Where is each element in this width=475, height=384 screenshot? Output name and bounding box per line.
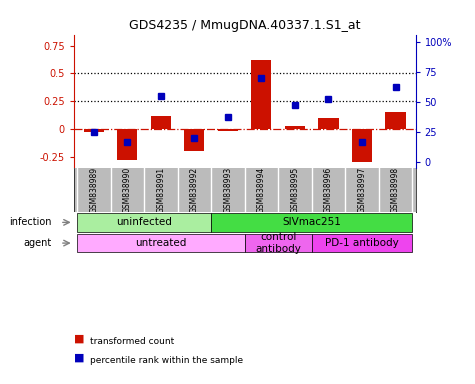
Text: GSM838997: GSM838997: [358, 167, 367, 213]
Bar: [385, 112, 406, 129]
Bar: [352, 129, 372, 162]
Bar: [77, 234, 245, 252]
Text: GSM838991: GSM838991: [156, 167, 165, 213]
Text: transformed count: transformed count: [90, 337, 174, 346]
Text: SIVmac251: SIVmac251: [282, 217, 341, 227]
Bar: [285, 126, 305, 129]
Text: GSM838996: GSM838996: [324, 167, 333, 213]
Text: GSM838990: GSM838990: [123, 167, 132, 213]
Text: GSM838989: GSM838989: [89, 167, 98, 213]
Text: ■: ■: [74, 334, 84, 344]
Text: ■: ■: [74, 353, 84, 363]
Bar: [151, 116, 171, 129]
Text: GSM838995: GSM838995: [290, 167, 299, 213]
Text: control
antibody: control antibody: [255, 232, 301, 254]
Text: GSM838994: GSM838994: [257, 167, 266, 213]
Bar: [251, 60, 271, 129]
Bar: [312, 234, 412, 252]
Bar: [184, 129, 204, 151]
Text: GSM838992: GSM838992: [190, 167, 199, 213]
Text: percentile rank within the sample: percentile rank within the sample: [90, 356, 243, 365]
Text: untreated: untreated: [135, 238, 187, 248]
Text: uninfected: uninfected: [116, 217, 172, 227]
Text: infection: infection: [9, 217, 51, 227]
Bar: [318, 118, 339, 129]
Bar: [117, 129, 137, 160]
Text: GSM838998: GSM838998: [391, 167, 400, 213]
Bar: [77, 213, 211, 232]
Text: GSM838993: GSM838993: [223, 167, 232, 213]
Text: PD-1 antibody: PD-1 antibody: [325, 238, 399, 248]
Bar: [218, 129, 238, 131]
Bar: [84, 129, 104, 132]
Bar: [245, 234, 312, 252]
Text: agent: agent: [23, 238, 51, 248]
Title: GDS4235 / MmugDNA.40337.1.S1_at: GDS4235 / MmugDNA.40337.1.S1_at: [129, 19, 361, 32]
Bar: [211, 213, 412, 232]
